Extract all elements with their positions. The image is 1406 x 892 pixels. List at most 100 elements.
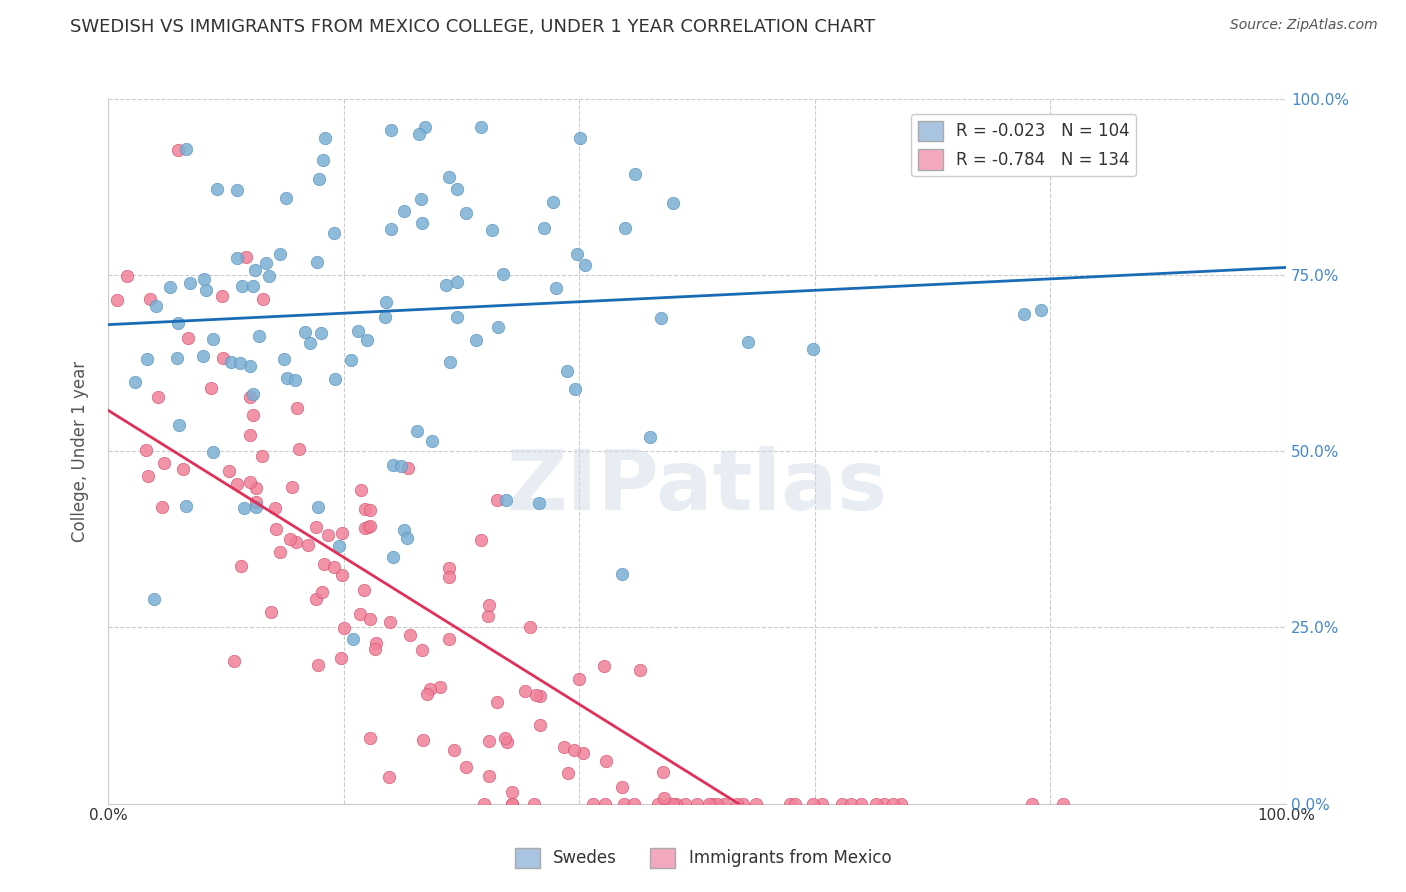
Swedes — [382, 458, 405, 473]
Immigrants from Mexico — [702, 797, 724, 811]
Immigrants from Mexico — [595, 754, 617, 768]
Immigrants from Mexico — [211, 289, 233, 303]
Swedes — [239, 359, 262, 373]
Swedes — [737, 334, 759, 349]
Swedes — [254, 256, 277, 270]
Swedes — [319, 56, 342, 70]
Swedes — [481, 223, 503, 237]
Swedes — [420, 434, 443, 448]
Swedes — [273, 351, 295, 366]
Immigrants from Mexico — [266, 522, 288, 536]
Swedes — [437, 170, 460, 185]
Immigrants from Mexico — [673, 797, 696, 811]
Swedes — [413, 120, 436, 134]
Immigrants from Mexico — [250, 449, 273, 463]
Immigrants from Mexico — [873, 797, 896, 811]
Swedes — [312, 153, 335, 167]
Immigrants from Mexico — [519, 620, 541, 634]
Immigrants from Mexico — [330, 526, 353, 541]
Swedes — [408, 127, 430, 141]
Swedes — [143, 592, 166, 607]
Immigrants from Mexico — [494, 731, 516, 745]
Immigrants from Mexico — [235, 250, 257, 264]
Swedes — [347, 324, 370, 338]
Swedes — [166, 351, 188, 365]
Swedes — [374, 310, 396, 325]
Swedes — [650, 310, 672, 325]
Swedes — [231, 279, 253, 293]
Swedes — [284, 373, 307, 387]
Immigrants from Mexico — [486, 492, 509, 507]
Immigrants from Mexico — [706, 797, 728, 811]
Swedes — [375, 295, 398, 310]
Immigrants from Mexico — [353, 582, 375, 597]
Swedes — [470, 120, 492, 134]
Immigrants from Mexico — [245, 481, 267, 495]
Swedes — [221, 355, 243, 369]
Swedes — [1012, 307, 1035, 321]
Immigrants from Mexico — [364, 636, 387, 650]
Immigrants from Mexico — [783, 797, 806, 811]
Immigrants from Mexico — [429, 680, 451, 694]
Swedes — [159, 280, 181, 294]
Immigrants from Mexico — [222, 654, 245, 668]
Swedes — [167, 316, 190, 330]
Swedes — [307, 500, 329, 515]
Immigrants from Mexico — [731, 797, 754, 811]
Swedes — [411, 216, 433, 230]
Swedes — [323, 372, 346, 386]
Immigrants from Mexico — [260, 605, 283, 619]
Immigrants from Mexico — [269, 545, 291, 559]
Swedes — [226, 183, 249, 197]
Immigrants from Mexico — [412, 733, 434, 747]
Swedes — [527, 495, 550, 509]
Immigrants from Mexico — [353, 521, 375, 535]
Swedes — [638, 430, 661, 444]
Immigrants from Mexico — [359, 731, 381, 746]
Immigrants from Mexico — [851, 797, 873, 811]
Immigrants from Mexico — [330, 651, 353, 665]
Immigrants from Mexico — [557, 765, 579, 780]
Immigrants from Mexico — [831, 797, 853, 811]
Immigrants from Mexico — [478, 598, 501, 612]
Swedes — [193, 271, 215, 285]
Immigrants from Mexico — [470, 533, 492, 547]
Immigrants from Mexico — [501, 785, 523, 799]
Immigrants from Mexico — [568, 672, 591, 686]
Swedes — [340, 352, 363, 367]
Immigrants from Mexico — [593, 797, 616, 811]
Immigrants from Mexico — [396, 461, 419, 475]
Legend: Swedes, Immigrants from Mexico: Swedes, Immigrants from Mexico — [508, 841, 898, 875]
Immigrants from Mexico — [322, 560, 344, 574]
Immigrants from Mexico — [239, 428, 262, 442]
Immigrants from Mexico — [364, 642, 387, 657]
Immigrants from Mexico — [285, 401, 308, 415]
Immigrants from Mexico — [443, 743, 465, 757]
Swedes — [380, 122, 402, 136]
Immigrants from Mexico — [139, 292, 162, 306]
Immigrants from Mexico — [478, 734, 501, 748]
Swedes — [242, 279, 264, 293]
Immigrants from Mexico — [865, 797, 887, 811]
Immigrants from Mexico — [150, 500, 173, 514]
Swedes — [546, 281, 568, 295]
Immigrants from Mexico — [697, 797, 720, 811]
Immigrants from Mexico — [278, 532, 301, 546]
Swedes — [294, 326, 316, 340]
Swedes — [491, 267, 513, 281]
Swedes — [409, 192, 432, 206]
Immigrants from Mexico — [477, 609, 499, 624]
Swedes — [269, 246, 291, 260]
Immigrants from Mexico — [416, 687, 439, 701]
Swedes — [194, 283, 217, 297]
Immigrants from Mexico — [454, 760, 477, 774]
Swedes — [242, 386, 264, 401]
Swedes — [229, 356, 252, 370]
Swedes — [299, 336, 322, 351]
Immigrants from Mexico — [153, 456, 176, 470]
Immigrants from Mexico — [285, 535, 308, 549]
Swedes — [533, 221, 555, 235]
Immigrants from Mexico — [562, 743, 585, 757]
Immigrants from Mexico — [146, 390, 169, 404]
Immigrants from Mexico — [177, 331, 200, 345]
